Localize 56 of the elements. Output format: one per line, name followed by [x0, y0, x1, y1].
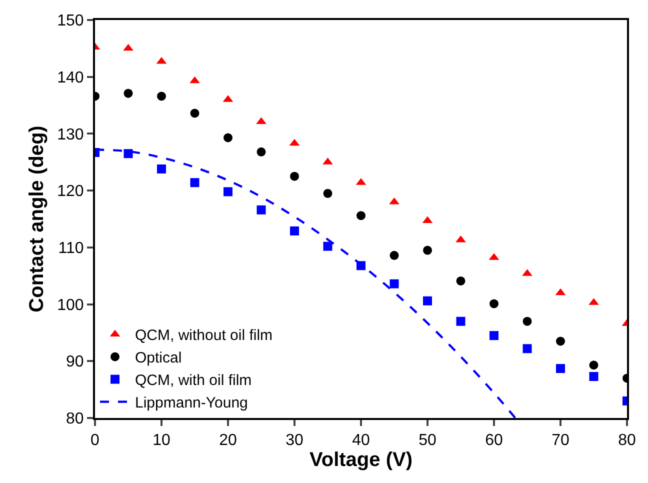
point: [224, 133, 232, 142]
point: [256, 117, 266, 124]
point: [390, 250, 399, 260]
point: [124, 149, 133, 158]
x-tick-label: 10: [152, 432, 170, 450]
y-tick-label: 120: [57, 183, 84, 200]
x-tick-label: 0: [90, 432, 100, 450]
x-tick-label: 60: [485, 432, 503, 450]
point: [290, 226, 299, 236]
y-tick-label: 110: [58, 240, 84, 258]
point: [556, 336, 565, 346]
point: [423, 246, 432, 255]
point: [390, 279, 399, 288]
point: [522, 316, 532, 326]
x-axis-title: Voltage (V): [310, 449, 412, 472]
legend-label: QCM, with oil film: [135, 372, 252, 390]
y-tick-label: 90: [66, 354, 84, 371]
y-axis-title: Contact angle (deg): [26, 126, 48, 312]
point: [290, 172, 299, 181]
point: [157, 164, 166, 174]
point: [356, 211, 366, 220]
point: [224, 187, 232, 196]
legend-label: Optical: [135, 350, 182, 367]
legend-label: Lippmann-Young: [135, 394, 248, 412]
y-tick-label: 140: [57, 69, 84, 86]
point: [323, 242, 332, 251]
point: [190, 76, 200, 84]
y-tick-label: 80: [66, 410, 84, 428]
point: [190, 108, 200, 118]
point: [123, 44, 134, 51]
point: [456, 316, 466, 326]
point: [190, 178, 200, 188]
point: [490, 299, 498, 308]
y-tick-label: 150: [57, 12, 84, 30]
point: [490, 331, 498, 340]
point: [389, 197, 400, 204]
x-tick-label: 20: [219, 432, 237, 450]
x-tick-label: 30: [286, 432, 304, 450]
legend-label: QCM, without oil film: [135, 327, 273, 344]
point: [522, 344, 532, 354]
x-tick-label: 50: [418, 432, 436, 450]
point: [157, 92, 166, 101]
point: [423, 296, 432, 306]
point: [556, 364, 565, 374]
point: [256, 205, 266, 214]
x-tick-label: 80: [618, 432, 636, 450]
x-tick-label: 40: [352, 432, 370, 450]
point: [589, 372, 598, 381]
y-tick-label: 130: [57, 126, 84, 144]
x-tick-label: 70: [552, 432, 570, 450]
point: [124, 88, 133, 98]
point: [256, 147, 266, 156]
y-tick-label: 100: [57, 296, 84, 314]
point: [456, 276, 466, 286]
point: [323, 188, 332, 198]
point: [589, 360, 598, 370]
